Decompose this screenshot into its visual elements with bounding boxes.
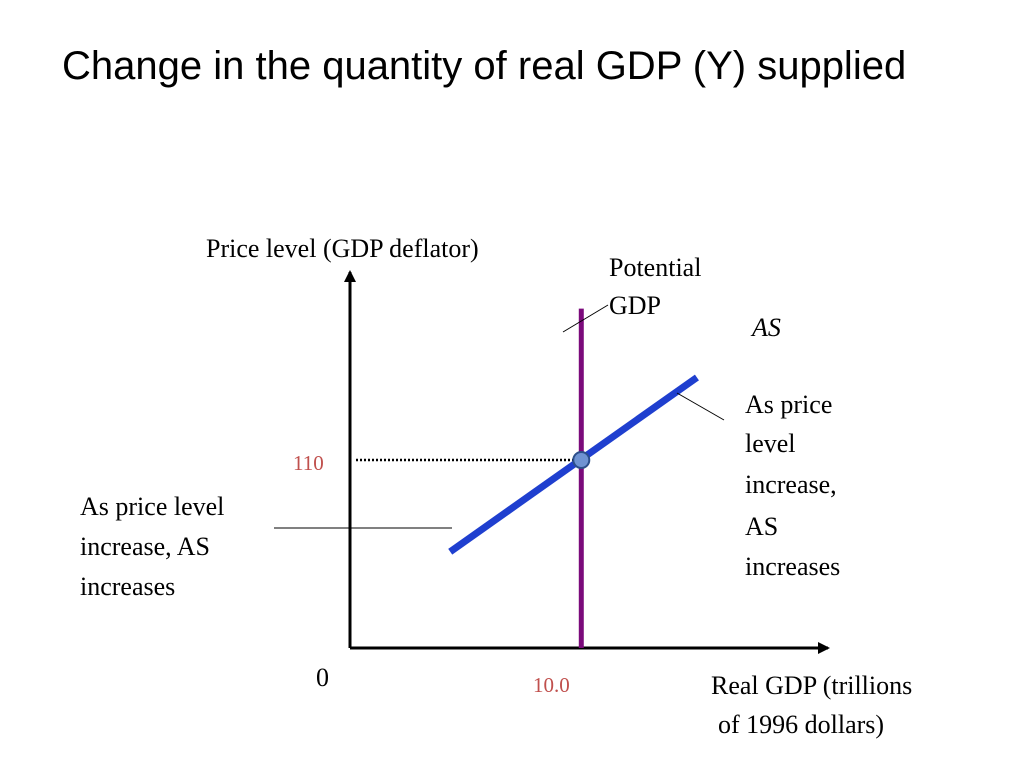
- potential-gdp-label-line2: GDP: [609, 291, 662, 320]
- x-axis-label-line2: of 1996 dollars): [718, 710, 885, 739]
- y-axis-label: Price level (GDP deflator): [206, 234, 479, 263]
- left-note-line1: As price level: [80, 492, 225, 521]
- potential-gdp-label-line1: Potential: [609, 253, 702, 282]
- origin-label: 0: [316, 663, 329, 692]
- x-axis-label-line1: Real GDP (trillions: [711, 671, 913, 700]
- right-note-leader: [676, 392, 725, 421]
- right-note-line4: AS: [745, 512, 779, 541]
- left-note-line2: increase, AS: [80, 532, 210, 561]
- potential-gdp-leader: [562, 304, 609, 333]
- equilibrium-point: [572, 451, 591, 469]
- slide-title: Change in the quantity of real GDP (Y) s…: [62, 44, 907, 88]
- x-tick-label-10: 10.0: [533, 673, 570, 697]
- y-tick-label-110: 110: [293, 451, 324, 475]
- left-note-line3: increases: [80, 572, 176, 601]
- as-curve-label: AS: [752, 313, 781, 342]
- right-note-line3: increase,: [745, 470, 837, 499]
- right-note-line2: level: [745, 429, 796, 458]
- right-note-line5: increases: [745, 552, 841, 581]
- right-note-line1: As price: [745, 390, 833, 419]
